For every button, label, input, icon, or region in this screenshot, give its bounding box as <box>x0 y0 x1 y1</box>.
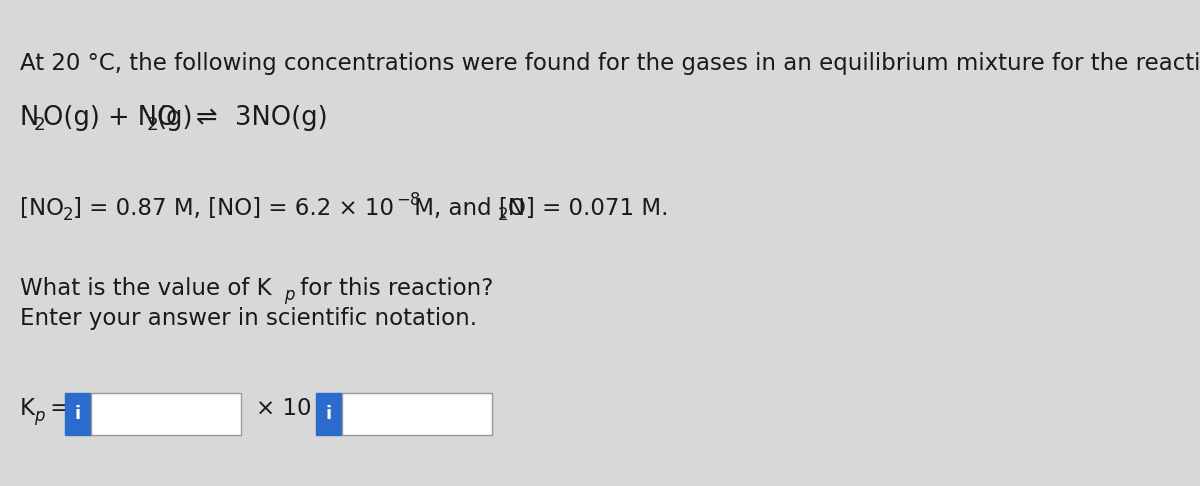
Text: × 10: × 10 <box>256 397 312 420</box>
FancyBboxPatch shape <box>65 393 91 435</box>
Text: 2: 2 <box>64 206 73 224</box>
Text: for this reaction?: for this reaction? <box>293 277 493 300</box>
Text: 2: 2 <box>148 116 158 134</box>
FancyBboxPatch shape <box>342 393 492 435</box>
Text: What is the value of K: What is the value of K <box>20 277 271 300</box>
Text: ] = 0.87 M, [NO] = 6.2 × 10: ] = 0.87 M, [NO] = 6.2 × 10 <box>73 197 394 220</box>
Text: 2: 2 <box>498 206 509 224</box>
Text: M, and [N: M, and [N <box>407 197 526 220</box>
Text: At 20 °C, the following concentrations were found for the gases in an equilibriu: At 20 °C, the following concentrations w… <box>20 52 1200 75</box>
Text: (g): (g) <box>157 105 193 131</box>
Text: −8: −8 <box>396 191 420 209</box>
Text: ⇌: ⇌ <box>196 105 217 131</box>
FancyBboxPatch shape <box>316 393 342 435</box>
Text: N: N <box>20 105 40 131</box>
Text: O] = 0.071 M.: O] = 0.071 M. <box>508 197 668 220</box>
Text: K: K <box>20 397 35 420</box>
Text: 3NO(g): 3NO(g) <box>235 105 328 131</box>
Text: p: p <box>34 407 44 425</box>
Text: =: = <box>43 397 70 420</box>
Text: i: i <box>326 405 332 423</box>
Text: O(g) + NO: O(g) + NO <box>43 105 178 131</box>
Text: p: p <box>284 286 294 304</box>
Text: i: i <box>74 405 82 423</box>
Text: [NO: [NO <box>20 197 64 220</box>
Text: 2: 2 <box>34 116 46 134</box>
Text: Enter your answer in scientific notation.: Enter your answer in scientific notation… <box>20 307 478 330</box>
FancyBboxPatch shape <box>91 393 241 435</box>
